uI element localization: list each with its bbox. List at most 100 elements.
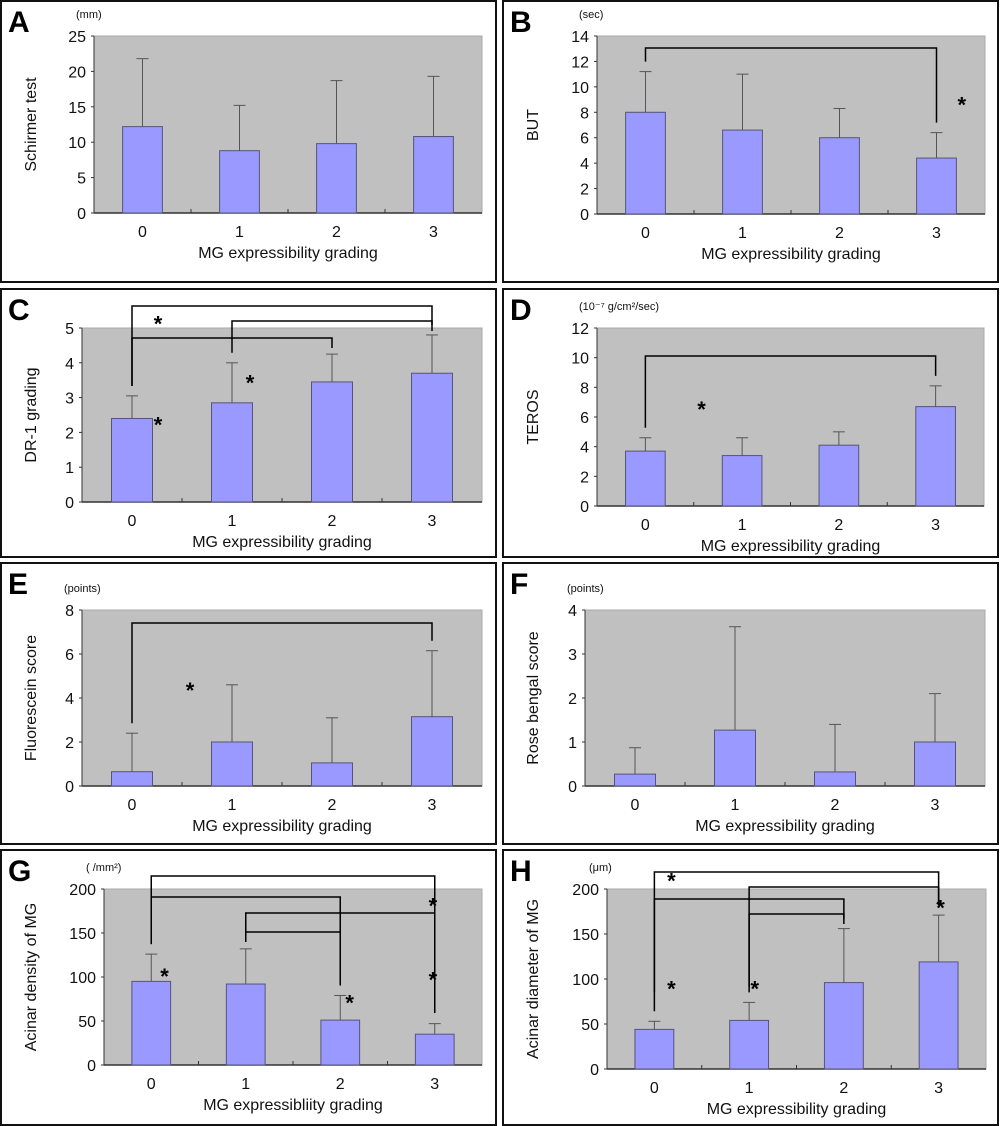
significance-star: * <box>936 896 945 921</box>
bar-3 <box>915 406 956 507</box>
bar-1 <box>722 129 763 215</box>
y-tick-label: 0 <box>65 495 74 512</box>
x-tick-label: 2 <box>839 1080 848 1097</box>
y-tick-label: 3 <box>568 647 577 664</box>
x-tick-label: 2 <box>328 797 337 814</box>
bar-3 <box>411 716 453 787</box>
bar-3 <box>916 157 957 215</box>
y-tick-label: 4 <box>568 603 577 620</box>
bar-2 <box>819 137 860 215</box>
x-tick-label: 2 <box>336 1076 345 1093</box>
bar-3 <box>914 741 956 787</box>
y-tick-label: 20 <box>68 64 86 81</box>
y-tick-label: 8 <box>580 105 589 122</box>
y-tick-label: 50 <box>581 1017 599 1034</box>
y-tick-label: 200 <box>69 882 96 899</box>
bar-1 <box>721 455 763 507</box>
significance-star: * <box>345 990 354 1015</box>
x-tick-label: 3 <box>931 517 940 534</box>
bar-2 <box>823 982 864 1070</box>
x-tick-label: 0 <box>650 1080 659 1097</box>
x-tick-label: 0 <box>641 225 650 242</box>
bar-1 <box>714 729 756 787</box>
y-tick-label: 0 <box>87 1058 96 1075</box>
y-tick-label: 200 <box>572 882 599 899</box>
significance-bracket <box>245 931 341 986</box>
panel-letter: A <box>8 6 30 39</box>
y-axis-label: Schirmer test <box>23 77 40 172</box>
bar-1 <box>211 741 253 787</box>
bar-2 <box>311 381 353 503</box>
y-tick-label: 8 <box>65 603 74 620</box>
significance-star: * <box>957 92 966 117</box>
y-tick-label: 10 <box>68 135 86 152</box>
y-tick-label: 100 <box>69 970 96 987</box>
x-axis-label: MG expressibility grading <box>707 1101 887 1118</box>
x-tick-label: 0 <box>147 1076 156 1093</box>
y-tick-label: 6 <box>65 647 74 664</box>
bar-2 <box>316 143 357 214</box>
y-tick-label: 2 <box>568 691 577 708</box>
y-tick-label: 25 <box>68 29 86 46</box>
chart-e: E (points) 0 2 4 6 8 0 1 2 3 MG expressibility grad… <box>8 568 483 835</box>
x-tick-label: 0 <box>641 517 650 534</box>
bar-0 <box>634 1028 675 1070</box>
x-tick-label: 3 <box>934 1080 943 1097</box>
significance-star: * <box>246 371 255 396</box>
y-tick-label: 3 <box>65 391 74 408</box>
bar-3 <box>413 136 454 214</box>
panel-letter: C <box>8 294 30 327</box>
y-tick-label: 4 <box>580 156 589 173</box>
y-tick-label: 1 <box>65 460 74 477</box>
y-tick-label: 4 <box>65 691 74 708</box>
y-tick-label: 2 <box>65 425 74 442</box>
x-tick-label: 1 <box>241 1076 250 1093</box>
x-tick-label: 1 <box>731 797 740 814</box>
panel-letter: H <box>510 855 532 888</box>
x-tick-label: 3 <box>430 1076 439 1093</box>
significance-star: * <box>697 397 706 422</box>
unit-label: (μm) <box>589 862 612 874</box>
significance-star: * <box>186 678 195 703</box>
panel-a: A (mm) 0 5 10 15 20 25 0 1 2 3 MG expressibility gra… <box>0 0 497 283</box>
y-tick-label: 150 <box>572 927 599 944</box>
significance-bracket <box>653 898 845 1012</box>
bar-1 <box>729 1019 770 1070</box>
panel-d: D (10⁻⁷ g/cm²/sec) 0 2 4 6 8 10 12 0 1 2 3 MG express… <box>502 288 999 558</box>
chart-a: A (mm) 0 5 10 15 20 25 0 1 2 3 MG expressibility gra… <box>8 6 483 262</box>
bar-1 <box>219 150 260 214</box>
bar-1 <box>211 402 253 503</box>
bar-0 <box>614 773 656 787</box>
significance-bracket <box>644 47 938 123</box>
significance-star: * <box>667 869 676 894</box>
y-axis-label: Rose bengal score <box>525 631 542 765</box>
unit-label: (points) <box>64 583 101 595</box>
x-axis-label: MG expressibility grading <box>192 818 372 835</box>
chart-h: H (μm) 0 50 100 150 200 0 1 2 3 MG expressibility g… <box>510 855 987 1118</box>
y-tick-label: 6 <box>580 410 589 427</box>
significance-star: * <box>160 964 169 989</box>
unit-label: (sec) <box>579 9 603 21</box>
y-tick-label: 8 <box>580 380 589 397</box>
bar-0 <box>122 126 163 214</box>
unit-label: (mm) <box>76 9 102 21</box>
bar-2 <box>311 762 353 787</box>
panel-letter: G <box>8 855 31 888</box>
y-tick-label: 1 <box>568 735 577 752</box>
significance-star: * <box>429 967 438 992</box>
y-tick-label: 0 <box>65 779 74 796</box>
unit-label: ( /mm²) <box>86 862 121 874</box>
bar-3 <box>414 1033 455 1066</box>
panel-c: C 0 1 2 3 4 5 0 1 2 3 MG expressibility grading DR-1… <box>0 288 497 558</box>
y-tick-label: 5 <box>77 171 86 188</box>
panel-letter: F <box>510 568 528 601</box>
bar-0 <box>625 111 666 215</box>
x-tick-label: 0 <box>128 513 137 530</box>
y-axis-label: DR-1 grading <box>23 367 40 462</box>
significance-bracket <box>231 320 433 353</box>
x-tick-label: 1 <box>745 1080 754 1097</box>
x-tick-label: 2 <box>332 224 341 241</box>
x-tick-label: 3 <box>932 225 941 242</box>
y-tick-label: 150 <box>69 926 96 943</box>
y-axis-label: BUT <box>525 109 542 141</box>
